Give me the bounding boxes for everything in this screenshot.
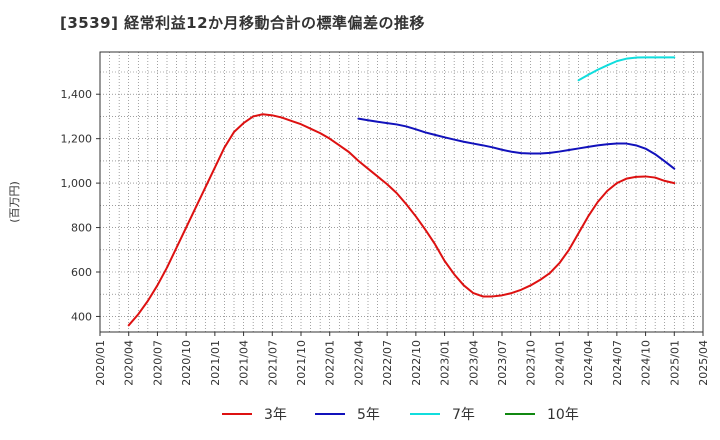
series-line-2: [577, 56, 676, 82]
chart-title: [3539] 経常利益12か月移動合計の標準偏差の推移: [60, 14, 426, 32]
y-axis-label: (百万円): [8, 181, 21, 223]
x-tick-label: 2024/07: [611, 340, 624, 386]
y-tick-label: 1,400: [61, 88, 93, 101]
legend-label: 10年: [547, 407, 579, 423]
x-tick-label: 2022/07: [381, 340, 394, 386]
legend-label: 7年: [452, 407, 475, 423]
x-tick-label: 2020/10: [180, 340, 193, 386]
series-line-1: [357, 117, 676, 170]
x-tick-label: 2021/10: [295, 340, 308, 386]
x-tick-label: 2023/01: [439, 340, 452, 386]
x-tick-label: 2023/07: [496, 340, 509, 386]
plot-background: [100, 52, 703, 332]
axis-layer: 400 600 800 1,000 1,200 1,400 2020/01 2020/04 20…: [61, 51, 710, 386]
y-tick-label: 1,000: [61, 177, 93, 190]
x-tick-label: 2022/10: [410, 340, 423, 386]
x-tick-label: 2020/07: [151, 340, 164, 386]
x-tick-label: 2024/10: [640, 340, 653, 386]
x-tick-label: 2021/07: [266, 340, 279, 386]
plot-area: [100, 52, 703, 332]
series-layer: [127, 56, 676, 327]
legend: 3年 5年 7年 10年: [222, 407, 579, 423]
x-tick-label: 2025/04: [697, 340, 710, 386]
x-tick-label: 2022/04: [352, 340, 365, 386]
y-tick-label: 400: [71, 310, 92, 323]
legend-label: 3年: [264, 407, 287, 423]
legend-label: 5年: [357, 407, 380, 423]
y-tick-label: 600: [71, 266, 92, 279]
x-tick-label: 2020/01: [94, 340, 107, 386]
x-tick-label: 2024/01: [553, 340, 566, 386]
plot-frame: [99, 51, 704, 333]
series-line-0: [127, 113, 676, 327]
y-tick-label: 1,200: [61, 133, 93, 146]
x-tick-label: 2021/01: [209, 340, 222, 386]
x-tick-label: 2025/01: [668, 340, 681, 386]
y-tick-label: 800: [71, 222, 92, 235]
x-tick-label: 2020/04: [123, 340, 136, 386]
x-tick-label: 2023/04: [467, 340, 480, 386]
x-tick-label: 2024/04: [582, 340, 595, 386]
x-tick-label: 2023/10: [525, 340, 538, 386]
x-tick-label: 2021/04: [238, 340, 251, 386]
x-tick-label: 2022/01: [324, 340, 337, 386]
